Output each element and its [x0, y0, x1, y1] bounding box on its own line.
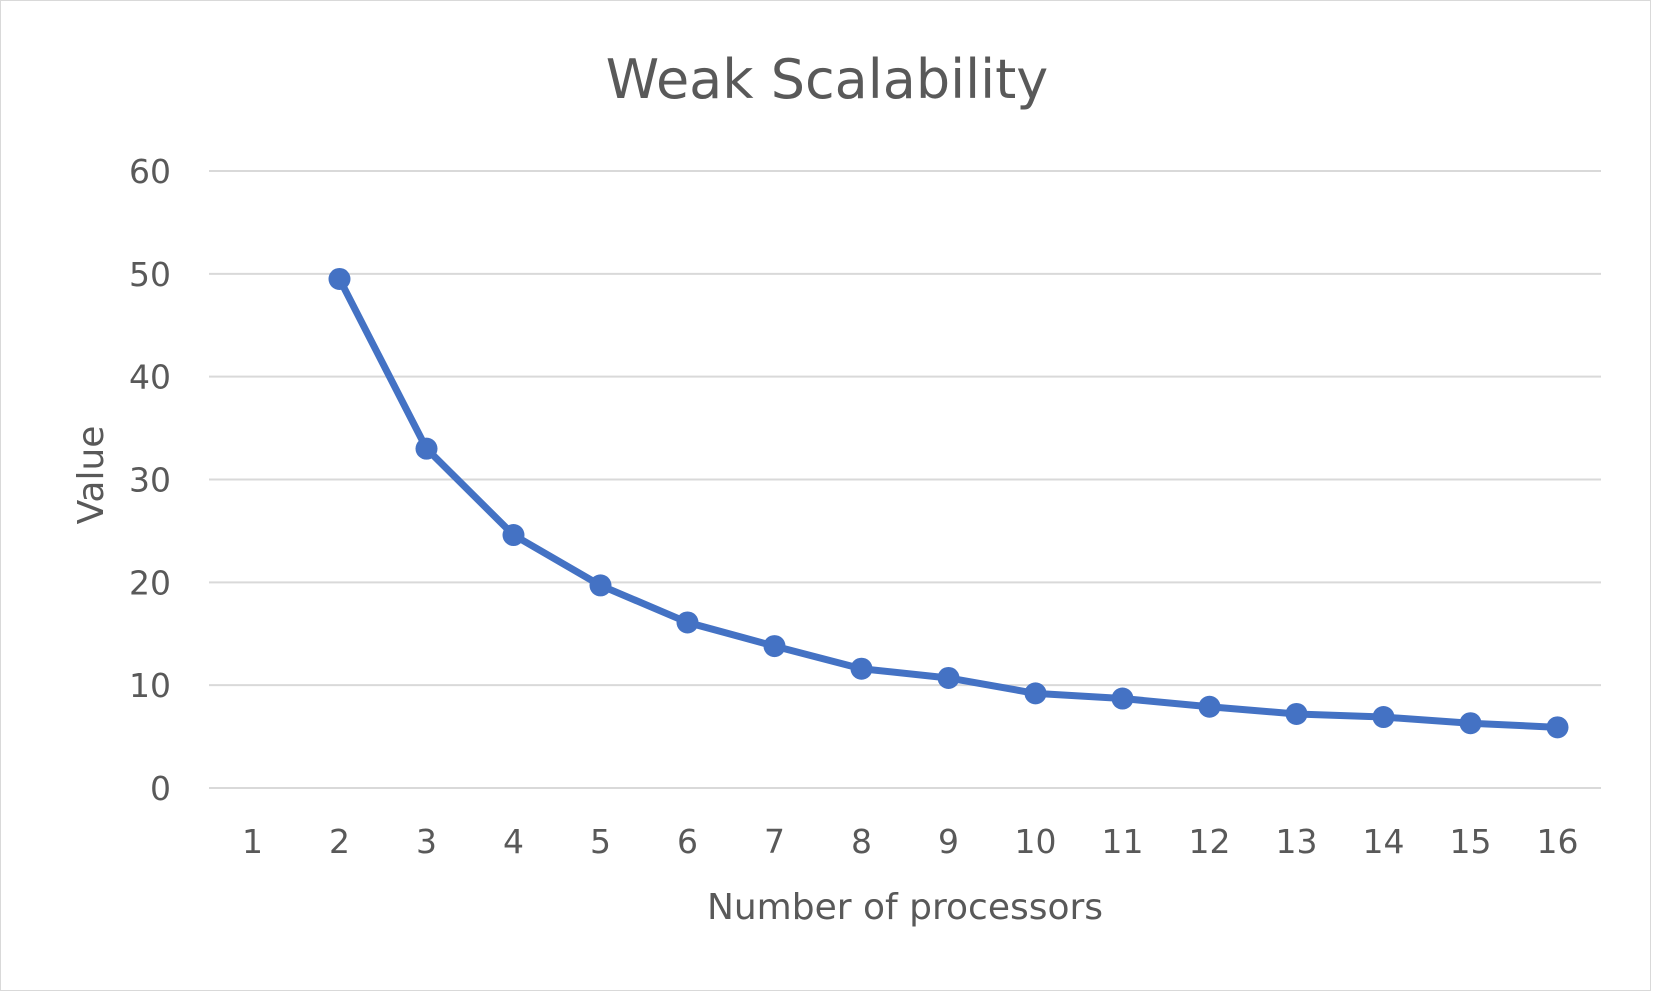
y-tick-label: 0	[150, 769, 171, 808]
series-line	[336, 275, 1561, 731]
x-tick-label: 12	[1189, 822, 1231, 861]
x-tick-label: 13	[1276, 822, 1318, 861]
data-point	[763, 635, 786, 658]
data-point	[1111, 687, 1134, 710]
data-point	[502, 524, 525, 547]
data-point	[1198, 695, 1221, 718]
y-axis-ticks: 0 10 20 30 40 50 60	[129, 152, 171, 808]
x-tick-label: 14	[1363, 822, 1405, 861]
y-tick-label: 10	[129, 666, 171, 705]
x-axis-title: Number of processors	[707, 887, 1103, 928]
x-tick-label: 10	[1015, 822, 1057, 861]
x-tick-label: 11	[1102, 822, 1144, 861]
y-tick-label: 20	[129, 563, 171, 602]
chart-title: Weak Scalability	[606, 48, 1049, 111]
data-point	[1285, 702, 1308, 725]
x-tick-label: 16	[1537, 822, 1579, 861]
y-tick-label: 30	[129, 461, 171, 500]
data-point	[415, 437, 438, 460]
series-layer	[328, 267, 1569, 739]
y-tick-label: 60	[129, 152, 171, 191]
x-tick-label: 3	[416, 822, 437, 861]
x-tick-label: 7	[764, 822, 785, 861]
x-tick-label: 2	[329, 822, 350, 861]
x-axis-ticks: 1 2 3 4 5 6 7 8 9 10 11 12 13 14 15 16	[242, 822, 1579, 861]
data-point	[1024, 682, 1047, 705]
data-point	[937, 666, 960, 689]
x-tick-label: 5	[590, 822, 611, 861]
data-point	[1372, 706, 1395, 729]
data-point	[589, 574, 612, 597]
data-point	[328, 267, 351, 290]
x-tick-label: 9	[938, 822, 959, 861]
x-tick-label: 6	[677, 822, 698, 861]
data-point	[1459, 712, 1482, 735]
data-point	[1546, 716, 1569, 739]
y-tick-label: 50	[129, 255, 171, 294]
x-tick-label: 8	[851, 822, 872, 861]
y-axis-title: Value	[71, 426, 112, 525]
gridlines	[209, 170, 1601, 789]
data-point	[676, 611, 699, 634]
data-point	[850, 657, 873, 680]
x-tick-label: 4	[503, 822, 524, 861]
y-tick-label: 40	[129, 358, 171, 397]
x-tick-label: 1	[242, 822, 263, 861]
x-tick-label: 15	[1450, 822, 1492, 861]
